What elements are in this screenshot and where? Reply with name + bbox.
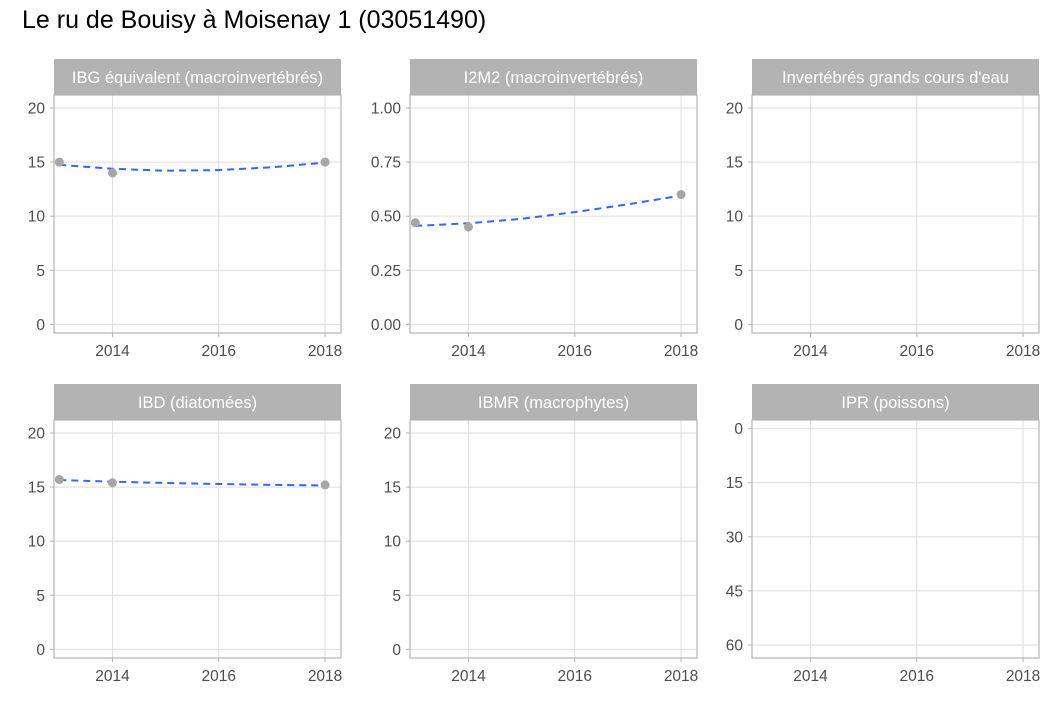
- y-tick-label: 15: [28, 155, 45, 172]
- panel-strip: [54, 384, 341, 420]
- x-tick-label: 2014: [451, 668, 486, 685]
- panel-strip: [752, 59, 1039, 95]
- y-tick-label: 60: [726, 638, 744, 655]
- y-tick-label: 10: [726, 209, 744, 226]
- data-point: [463, 222, 473, 232]
- panel-title: IBMR (macrophytes): [478, 394, 629, 412]
- x-tick-label: 2018: [308, 343, 342, 360]
- x-tick-label: 2018: [664, 343, 698, 360]
- y-tick-label: 0.00: [371, 317, 402, 334]
- data-point: [320, 157, 330, 167]
- y-tick-label: 5: [36, 588, 45, 605]
- x-tick-label: 2018: [1006, 343, 1040, 360]
- panel-title: I2M2 (macroinvertébrés): [464, 69, 644, 87]
- y-tick-label: 5: [36, 263, 45, 280]
- data-point: [54, 157, 64, 167]
- y-tick-label: 0: [734, 421, 743, 438]
- x-tick-label: 2014: [95, 343, 130, 360]
- panel-strip: [54, 59, 341, 95]
- chart-panel: IBD (diatomées) 0 5 10 15 20 2014 2016 2018: [28, 384, 342, 685]
- y-tick-label: 0: [392, 642, 401, 659]
- panel-strip: [410, 384, 697, 420]
- y-tick-label: 20: [28, 425, 46, 442]
- panel-title: IPR (poissons): [841, 394, 949, 412]
- panel-border: [751, 419, 1040, 659]
- y-tick-label: 15: [726, 475, 743, 492]
- chart-panel: IBG équivalent (macroinvertébrés) 0 5 10 15 2…: [28, 59, 342, 360]
- y-tick-label: 10: [28, 209, 46, 226]
- x-tick-label: 2016: [558, 668, 592, 685]
- trend-line: [59, 161, 326, 172]
- y-tick-label: 0.75: [371, 155, 401, 172]
- x-tick-label: 2016: [202, 343, 236, 360]
- panel-strip: [410, 59, 697, 95]
- x-tick-label: 2016: [900, 668, 934, 685]
- y-tick-label: 0: [734, 317, 743, 334]
- trend-line: [59, 479, 326, 487]
- panel-title: IBG équivalent (macroinvertébrés): [72, 69, 323, 87]
- y-tick-label: 1.00: [371, 100, 402, 117]
- data-point: [410, 218, 420, 228]
- data-point: [676, 190, 686, 200]
- x-tick-label: 2014: [793, 343, 828, 360]
- y-tick-label: 5: [392, 588, 401, 605]
- x-tick-label: 2014: [95, 668, 130, 685]
- data-point: [107, 478, 117, 488]
- panel-border: [53, 94, 342, 334]
- y-tick-label: 0.25: [371, 263, 401, 280]
- y-tick-label: 10: [28, 534, 46, 551]
- panel-border: [751, 94, 1040, 334]
- x-tick-label: 2016: [900, 343, 934, 360]
- chart-panel: IBMR (macrophytes) 0 5 10 15 20 2014 2016 2018: [384, 384, 698, 685]
- panel-title: Invertébrés grands cours d'eau: [782, 69, 1009, 87]
- panel-strip: [752, 384, 1039, 420]
- x-tick-label: 2018: [1006, 668, 1040, 685]
- x-tick-label: 2018: [664, 668, 698, 685]
- x-tick-label: 2018: [308, 668, 342, 685]
- panel-border: [409, 94, 698, 334]
- trend-line: [415, 194, 682, 227]
- chart-panel: IPR (poissons) 0 15 30 45 60 2014 2016 2018: [726, 384, 1040, 685]
- y-tick-label: 10: [384, 534, 402, 551]
- y-tick-label: 0.50: [371, 209, 402, 226]
- y-tick-label: 20: [726, 100, 744, 117]
- y-tick-label: 30: [726, 529, 744, 546]
- chart-panel: I2M2 (macroinvertébrés) 0.00 0.25 0.50 0.75 1…: [371, 59, 698, 360]
- y-tick-label: 0: [36, 317, 45, 334]
- chart-panel: Invertébrés grands cours d'eau 0 5 10 15 20 20…: [726, 59, 1040, 360]
- x-tick-label: 2016: [202, 668, 236, 685]
- y-tick-label: 0: [36, 642, 45, 659]
- y-tick-label: 45: [726, 583, 743, 600]
- x-tick-label: 2016: [558, 343, 592, 360]
- y-tick-label: 20: [28, 100, 46, 117]
- x-tick-label: 2014: [451, 343, 486, 360]
- y-tick-label: 15: [726, 155, 743, 172]
- x-tick-label: 2014: [793, 668, 828, 685]
- panel-title: IBD (diatomées): [138, 394, 257, 412]
- y-tick-label: 5: [734, 263, 743, 280]
- y-tick-label: 15: [28, 480, 45, 497]
- data-point: [54, 475, 64, 484]
- y-tick-label: 15: [384, 480, 401, 497]
- y-tick-label: 20: [384, 425, 402, 442]
- panel-border: [53, 419, 342, 659]
- data-point: [320, 480, 330, 490]
- data-point: [107, 168, 117, 178]
- page-title: Le ru de Bouisy à Moisenay 1 (03051490): [22, 6, 487, 34]
- panel-border: [409, 419, 698, 659]
